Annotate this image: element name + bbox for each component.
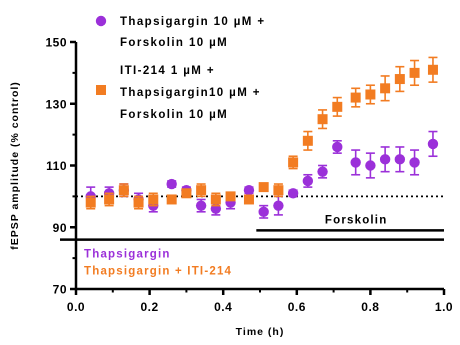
data-series [85,56,439,219]
legend-label-iti214-thapsigargin-forskolin: ITI-214 1 µM + [120,65,215,77]
y-axis-title: fEPSP amplitude (% control) [9,81,21,250]
legend-label-thapsigargin-forskolin: Forskolin 10 µM [120,37,228,49]
data-point-circle [365,160,376,171]
data-point-square [394,74,405,85]
data-point-circle [317,166,328,177]
x-tick-label: 0.0 [67,300,85,314]
data-point-square [332,101,343,112]
data-point-circle [379,154,391,165]
legend-marker-circle [95,15,107,27]
y-tick-label: 90 [53,221,67,235]
data-point-square [427,64,438,75]
data-point-circle [243,185,255,196]
data-point-square [380,83,391,94]
forskolin-label: Forskolin [325,214,388,226]
data-point-square [350,92,361,103]
data-point-square [288,157,299,168]
legend-label-thapsigargin-forskolin: Thapsigargin 10 µM + [120,16,266,28]
x-tick-labels: 0.0 0.2 0.4 0.6 0.8 1.0 [67,300,453,314]
legend-label-iti214-thapsigargin-forskolin: Forskolin 10 µM [120,109,228,121]
data-point-circle [287,188,299,199]
x-tick-label: 0.4 [214,300,232,314]
treatment-bars: Forskolin Thapsigargin Thapsigargin + ITI-… [60,214,444,278]
data-point-square [104,194,115,205]
y-tick-label: 150 [45,36,67,50]
thapsigargin-iti-label: Thapsigargin + ITI-214 [84,266,232,278]
data-point-square [273,185,284,196]
data-point-square [133,197,144,208]
legend-label-iti214-thapsigargin-forskolin: Thapsigargin10 µM + [120,87,261,99]
data-point-square [409,67,420,78]
x-tick-label: 0.6 [288,300,306,314]
data-point-circle [273,200,284,211]
data-point-square [210,194,221,205]
thapsigargin-label: Thapsigargin [84,249,171,261]
data-point-circle [332,141,343,153]
data-point-square [243,194,254,205]
data-point-circle [394,154,406,165]
data-point-square [148,194,159,205]
data-point-circle [350,157,361,168]
data-point-square [118,185,129,196]
x-tick-label: 0.2 [141,300,159,314]
y-tick-label: 110 [46,159,67,173]
data-point-circle [302,175,314,187]
data-point-square [302,135,313,146]
data-point-square [181,188,192,199]
data-point-square [225,191,236,202]
series-iti214-thapsigargin-forskolin [85,56,438,210]
axes [70,40,446,295]
data-point-square [317,114,328,125]
x-axis-title: Time (h) [236,326,285,338]
data-point-square [196,185,207,196]
data-point-square [85,197,96,208]
y-tick-label: 70 [53,283,67,297]
y-tick-labels: 70 90 110 130 150 [45,36,67,297]
y-tick-label: 130 [45,97,67,111]
data-point-circle [166,178,177,190]
data-point-circle [195,200,207,211]
legend-marker-square [96,85,106,95]
data-point-circle [409,157,420,168]
data-point-square [166,194,177,205]
data-point-square [258,182,269,193]
data-point-circle [258,206,269,218]
data-point-circle [427,138,439,150]
x-tick-label: 1.0 [435,300,453,314]
legend: Thapsigargin 10 µM + Forskolin 10 µM ITI-2… [95,15,266,121]
data-point-square [365,89,376,100]
x-tick-label: 0.8 [361,300,379,314]
